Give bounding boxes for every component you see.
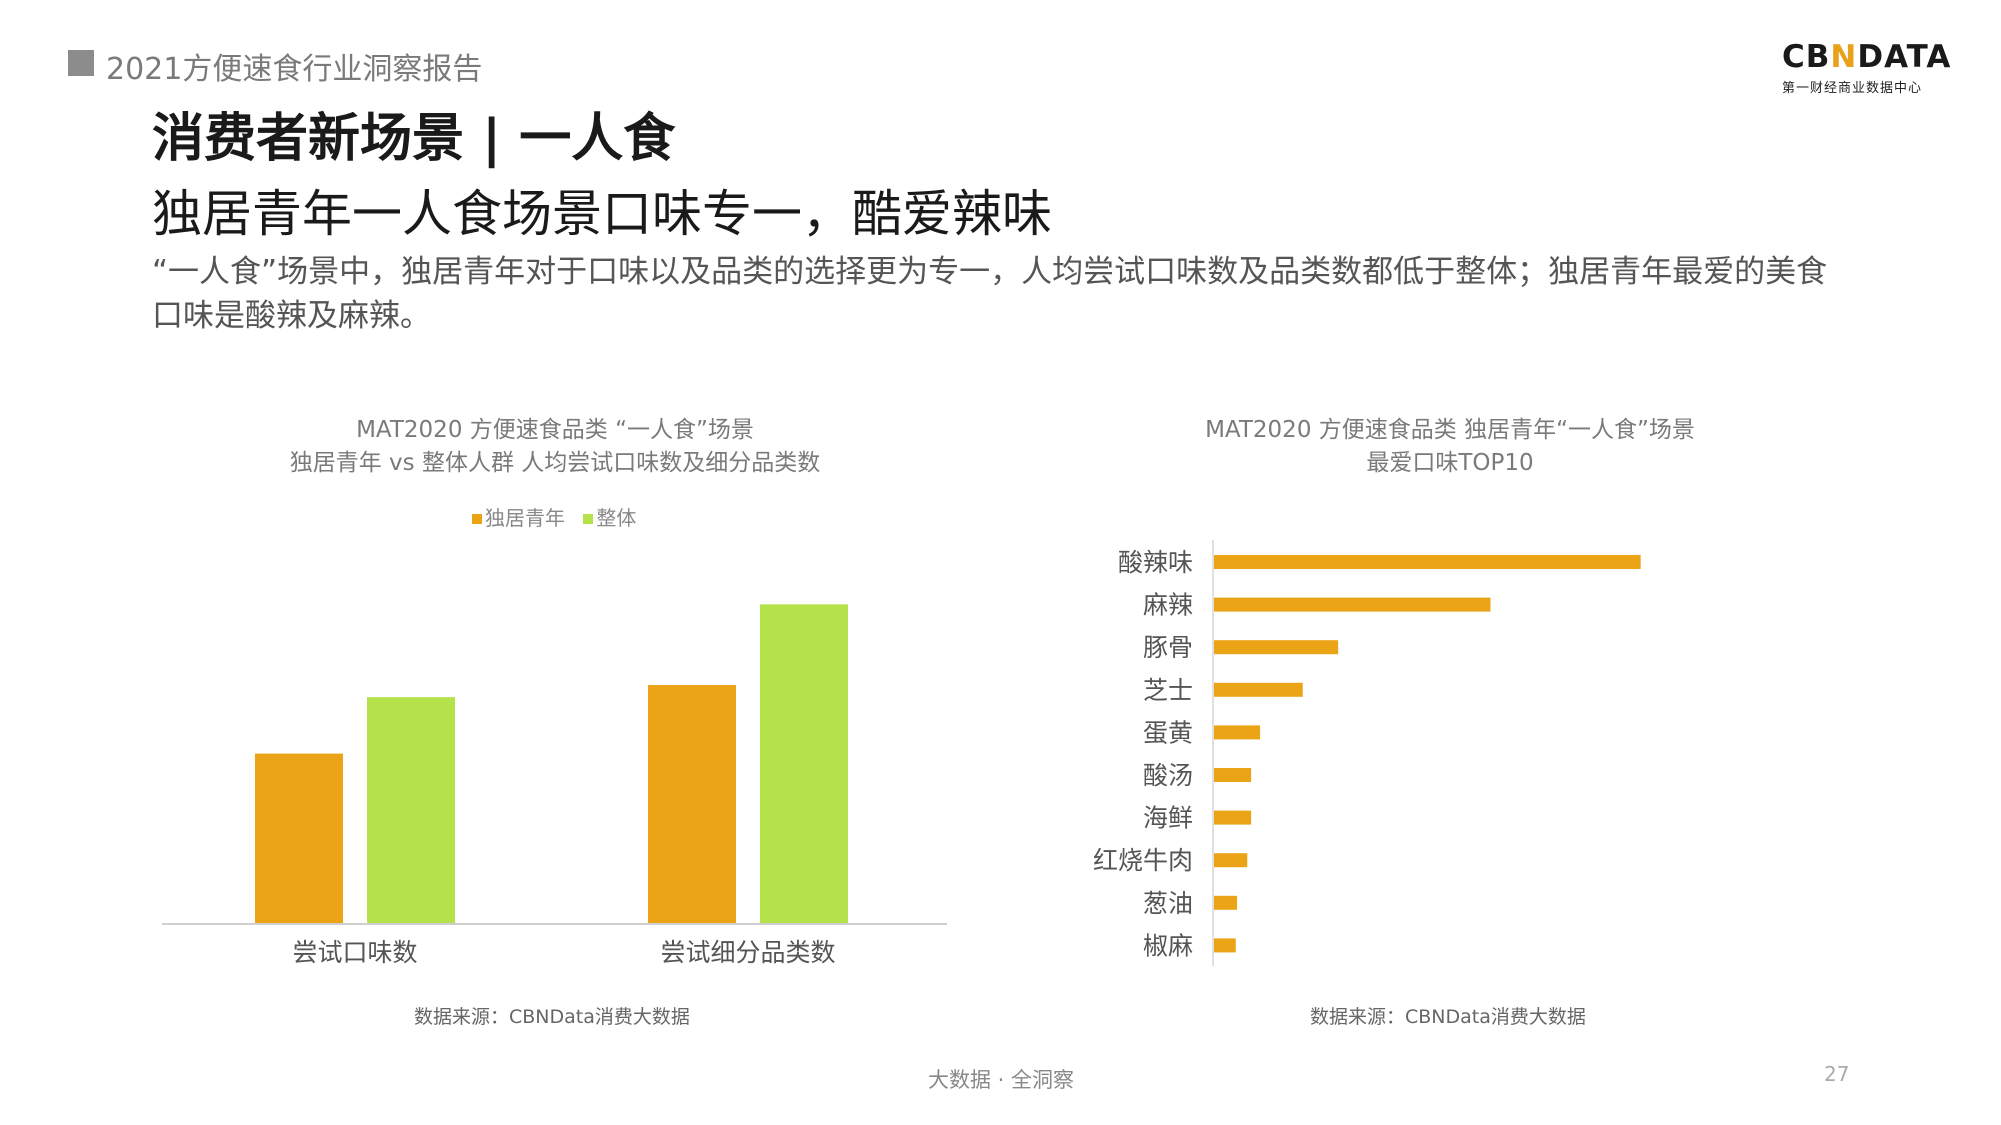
category-label: 红烧牛肉 xyxy=(1093,846,1193,875)
logo-subtitle: 第一财经商业数据中心 xyxy=(1782,81,1923,96)
page-description: “一人食”场景中，独居青年对于口味以及品类的选择更为专一，人均尝试口味数及品类数… xyxy=(152,254,1828,334)
legend-label-overall: 整体 xyxy=(596,506,637,530)
left-chart-title: MAT2020 方便速食品类 “一人食”场景 独居青年 vs 整体人群 人均尝试… xyxy=(150,414,960,480)
left-chart-title-line2: 独居青年 vs 整体人群 人均尝试口味数及细分品类数 xyxy=(289,450,821,476)
logo-wordmark: CBNDATA xyxy=(1782,39,1950,75)
right-chart-title-line1: MAT2020 方便速食品类 独居青年“一人食”场景 xyxy=(1205,417,1695,443)
category-label: 尝试口味数 xyxy=(292,938,417,967)
right-chart-source: 数据来源：CBNData消费大数据 xyxy=(1310,1006,1586,1028)
left-bar-chart: 尝试口味数 尝试细分品类数 xyxy=(162,604,947,967)
page-title: 消费者新场景 | 一人食 xyxy=(152,109,676,169)
report-title: 2021方便速食行业洞察报告 xyxy=(106,52,483,87)
category-label: 麻辣 xyxy=(1143,591,1193,620)
page-subtitle: 独居青年一人食场景口味专一，酷爱辣味 xyxy=(152,185,1052,243)
hbar xyxy=(1214,895,1238,910)
legend-label-youth: 独居青年 xyxy=(485,506,565,530)
logo-text-mid: N xyxy=(1830,39,1858,75)
left-chart-title-line1: MAT2020 方便速食品类 “一人食”场景 xyxy=(356,417,754,443)
left-chart-source: 数据来源：CBNData消费大数据 xyxy=(414,1006,690,1028)
category-label: 葱油 xyxy=(1143,889,1193,918)
hbar xyxy=(1214,938,1236,953)
report-marker-square xyxy=(68,50,94,76)
hbar xyxy=(1214,640,1339,655)
category-label: 椒麻 xyxy=(1143,931,1193,960)
hbar xyxy=(1214,682,1303,697)
footer-slogan: 大数据 · 全洞察 xyxy=(928,1068,1075,1092)
hbar xyxy=(1214,725,1261,740)
category-label: 豚骨 xyxy=(1143,633,1193,662)
category-label: 酸汤 xyxy=(1143,761,1193,790)
hbar xyxy=(1214,555,1641,569)
left-chart-legend: 独居青年 整体 xyxy=(472,502,636,531)
page-number: 27 xyxy=(1824,1062,1850,1086)
hbar xyxy=(1214,853,1248,868)
category-label: 尝试细分品类数 xyxy=(660,938,835,967)
bar-0-1 xyxy=(367,697,455,923)
category-label: 酸辣味 xyxy=(1118,548,1193,577)
category-label: 蛋黄 xyxy=(1143,718,1193,747)
cbndata-logo: CBNDATA 第一财经商业数据中心 xyxy=(1782,39,1950,97)
hbar xyxy=(1214,597,1491,612)
category-label: 海鲜 xyxy=(1143,804,1193,833)
legend-swatch-overall xyxy=(583,514,594,524)
hbar xyxy=(1214,810,1252,825)
hbar xyxy=(1214,768,1252,782)
bar-1-1 xyxy=(760,604,848,923)
right-chart-title-line2: 最爱口味TOP10 xyxy=(1366,450,1534,476)
logo-text-right: DATA xyxy=(1857,39,1952,75)
right-chart-title: MAT2020 方便速食品类 独居青年“一人食”场景 最爱口味TOP10 xyxy=(1050,414,1850,480)
category-label: 芝士 xyxy=(1143,676,1193,705)
legend-swatch-youth xyxy=(472,514,482,524)
logo-text-left: CB xyxy=(1782,39,1831,75)
bar-1-0 xyxy=(648,685,736,923)
bar-0-0 xyxy=(255,753,343,923)
